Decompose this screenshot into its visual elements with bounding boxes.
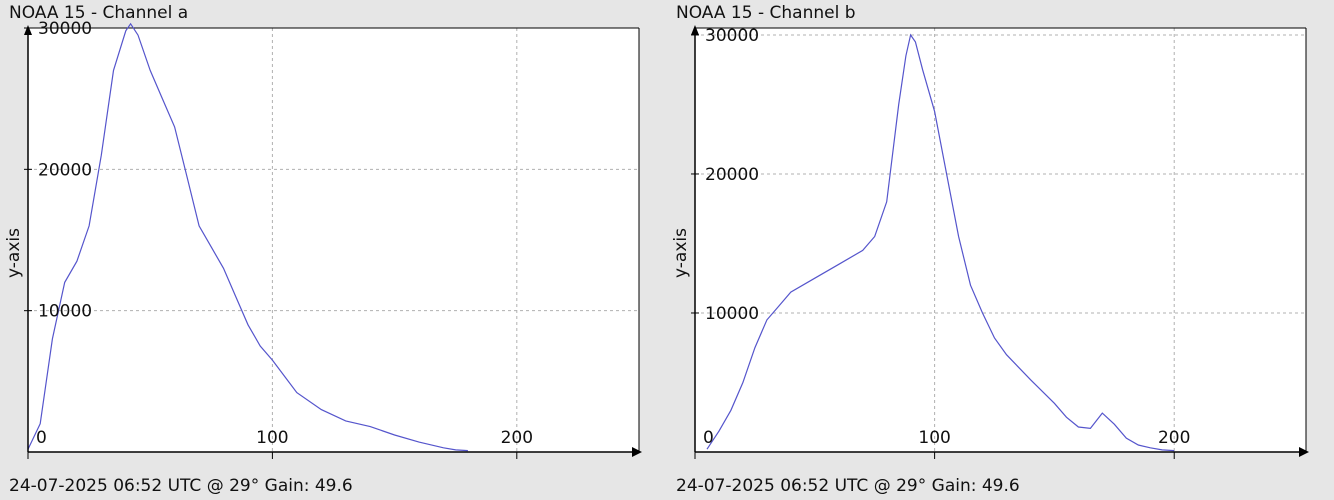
x-axis-arrow [1299,447,1309,457]
y-tick-label: 10000 [705,304,759,324]
series-line [27,22,468,452]
status-footer: 24-07-2025 06:52 UTC @ 29° Gain: 49.6 [9,476,353,496]
channel-b-panel: NOAA 15 - Channel b y-axis 0 100 200 10000 2… [667,0,1334,500]
plot-area [695,28,1306,452]
y-tick-label: 30000 [705,26,759,46]
y-tick-label: 20000 [705,165,759,185]
x-tick-label: 200 [501,428,533,448]
x-tick-label: 0 [36,428,47,448]
y-tick-label: 20000 [38,160,92,180]
x-tick-label: 200 [1158,428,1190,448]
series-line [706,33,1175,452]
chart-title: NOAA 15 - Channel a [9,3,189,23]
plot-area [28,28,639,452]
channel-a-panel: NOAA 15 - Channel a y-axis 0 100 200 10000 2… [4,3,642,496]
y-tick-label: 30000 [38,19,92,39]
y-axis-arrow [24,25,32,35]
x-tick-label: 0 [703,428,714,448]
x-tick-label: 100 [918,428,950,448]
x-tick-label: 100 [256,428,288,448]
status-footer: 24-07-2025 06:52 UTC @ 29° Gain: 49.6 [676,476,1020,496]
y-axis-arrow [691,25,699,35]
chart-title: NOAA 15 - Channel b [676,3,856,23]
chart-a-plot: 0 100 200 10000 20000 30000 [24,19,642,459]
x-axis-arrow [632,447,642,457]
chart-b-plot: 0 100 200 10000 20000 30000 [691,25,1309,459]
y-tick-label: 10000 [38,302,92,322]
